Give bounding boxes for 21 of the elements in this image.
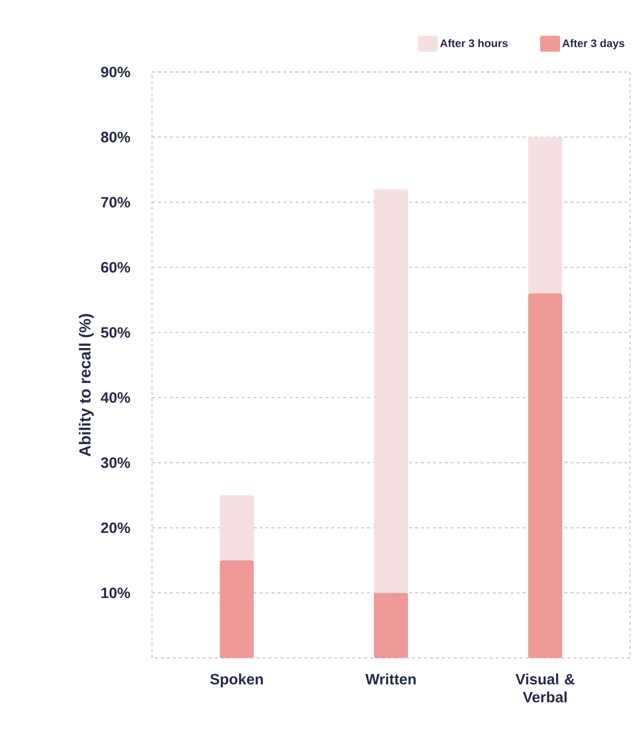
x-tick-label: Spoken <box>210 674 263 688</box>
bar <box>374 592 408 658</box>
y-tick-label: 90% <box>101 66 130 78</box>
bar <box>528 137 562 294</box>
y-tick-label: 60% <box>101 262 130 273</box>
bar <box>220 560 254 658</box>
bar <box>374 189 408 593</box>
y-tick-label: 80% <box>101 132 130 142</box>
legend-label: After 3 days <box>562 39 624 50</box>
y-tick-label: 40% <box>100 392 130 403</box>
bar <box>220 495 254 560</box>
x-tick-label: Visual & Verbal <box>516 674 574 702</box>
bar <box>528 293 562 658</box>
legend-label: After 3 hours <box>440 39 508 48</box>
y-axis-title: Ability to recall (%) <box>78 314 94 456</box>
y-tick-label: 70% <box>101 196 130 208</box>
x-tick-label: Written <box>365 674 416 684</box>
y-tick-label: 10% <box>102 588 130 598</box>
y-tick-label: 50% <box>101 327 130 338</box>
y-tick-label: 30% <box>100 457 130 468</box>
y-tick-label: 20% <box>101 522 130 534</box>
